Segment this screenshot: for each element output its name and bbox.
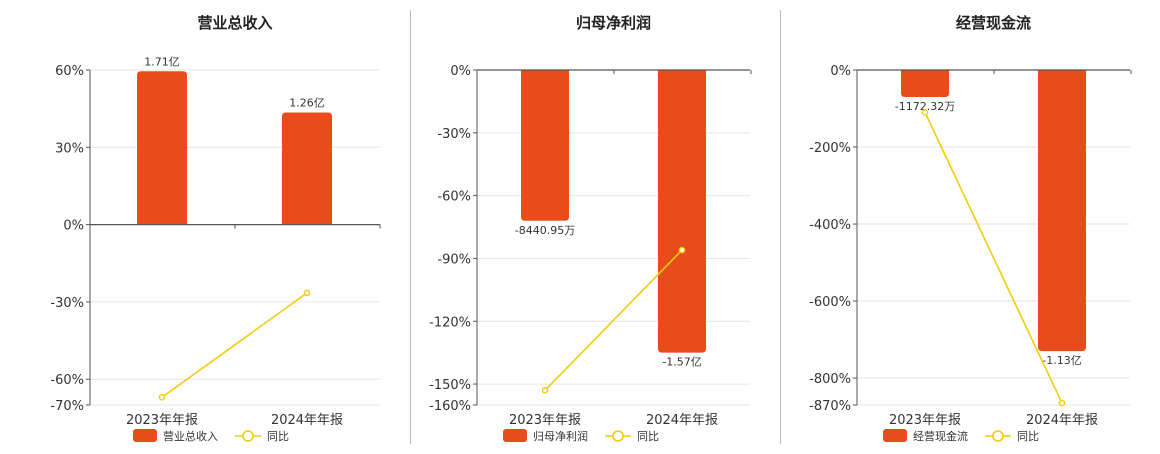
legend-line-marker [992,430,1004,442]
y-tick-label: -200% [809,141,851,156]
bar [282,112,332,225]
y-tick-label: 30% [55,141,84,156]
y-tick-label: -870% [809,399,851,414]
y-tick-label: 0% [450,64,471,79]
data-label: 1.26亿 [289,97,325,110]
y-tick-label: 0% [63,219,84,234]
legend-line-label: 同比 [1017,430,1039,443]
line-point [541,387,549,394]
y-tick-label: -60% [437,190,471,205]
chart-title: 营业总收入 [197,14,272,32]
series-line [924,112,1063,404]
legend-bar-label: 归母净利润 [533,429,588,443]
data-label: -1172.32万 [895,100,955,113]
y-tick-label: -90% [437,252,471,267]
bar [137,71,187,225]
chart-panel-net-profit: 归母净利润 0% -30% -60% -90% -120% -150% -160% -8440.… [400,0,780,450]
legend-line-label: 同比 [637,430,659,443]
series-line [161,292,308,398]
bar [521,70,569,221]
bar [658,70,706,353]
chart-revenue: 营业总收入 60% 30% 0% -30% -60% -70% 1.71亿 1.26亿 2023年… [50,14,381,443]
y-tick-label: -400% [809,218,851,233]
bar [1038,70,1086,352]
line-point [678,246,686,254]
y-tick-label: -150% [429,378,471,393]
legend-bar-label: 营业总收入 [163,429,218,443]
data-label: -1.13亿 [1042,354,1081,367]
legend-line-label: 同比 [267,430,289,443]
chart-panel-revenue: 营业总收入 60% 30% 0% -30% -60% -70% 1.71亿 1.26亿 2023年… [0,0,400,450]
legend-bar-swatch [503,429,527,442]
legend-bar-swatch [133,429,157,442]
legend-line-marker [612,430,624,442]
y-tick-label: -160% [429,399,471,414]
x-tick-label: 2023年年报 [509,413,581,428]
y-tick-label: 60% [55,64,84,79]
chart-net-profit: 归母净利润 0% -30% -60% -90% -120% -150% -160% -8440.… [429,14,752,443]
y-tick-label: -30% [50,296,84,311]
x-tick-label: 2023年年报 [126,413,198,428]
y-tick-label: -800% [809,372,851,387]
x-tick-label: 2024年年报 [1026,413,1098,428]
x-tick-label: 2024年年报 [271,413,343,428]
bar [901,70,949,97]
y-tick-label: -600% [809,295,851,310]
y-tick-label: -70% [50,399,84,414]
y-tick-label: 0% [830,64,851,79]
line-point [1058,399,1066,407]
chart-title: 经营现金流 [956,14,1031,32]
legend-line-marker [242,430,254,442]
panel-divider [410,10,411,444]
x-tick-label: 2023年年报 [889,413,961,428]
line-point [158,393,166,401]
data-label: -1.57亿 [662,356,701,369]
chart-title: 归母净利润 [576,14,651,32]
legend-bar-label: 经营现金流 [913,429,968,443]
chart-panel-cash-flow: 经营现金流 0% -200% -400% -600% -800% -870% -1172.32… [780,0,1160,450]
y-tick-label: -30% [437,127,471,142]
line-point [303,289,311,297]
y-tick-label: -60% [50,373,84,388]
x-tick-label: 2024年年报 [646,413,718,428]
legend-bar-swatch [883,429,907,442]
series-line [544,249,683,391]
y-tick-label: -120% [429,315,471,330]
line-point [921,109,929,116]
data-label: 1.71亿 [144,55,180,68]
chart-cash-flow: 经营现金流 0% -200% -400% -600% -800% -870% -1172.32… [809,14,1132,443]
panel-divider [780,10,781,444]
data-label: -8440.95万 [515,224,575,237]
